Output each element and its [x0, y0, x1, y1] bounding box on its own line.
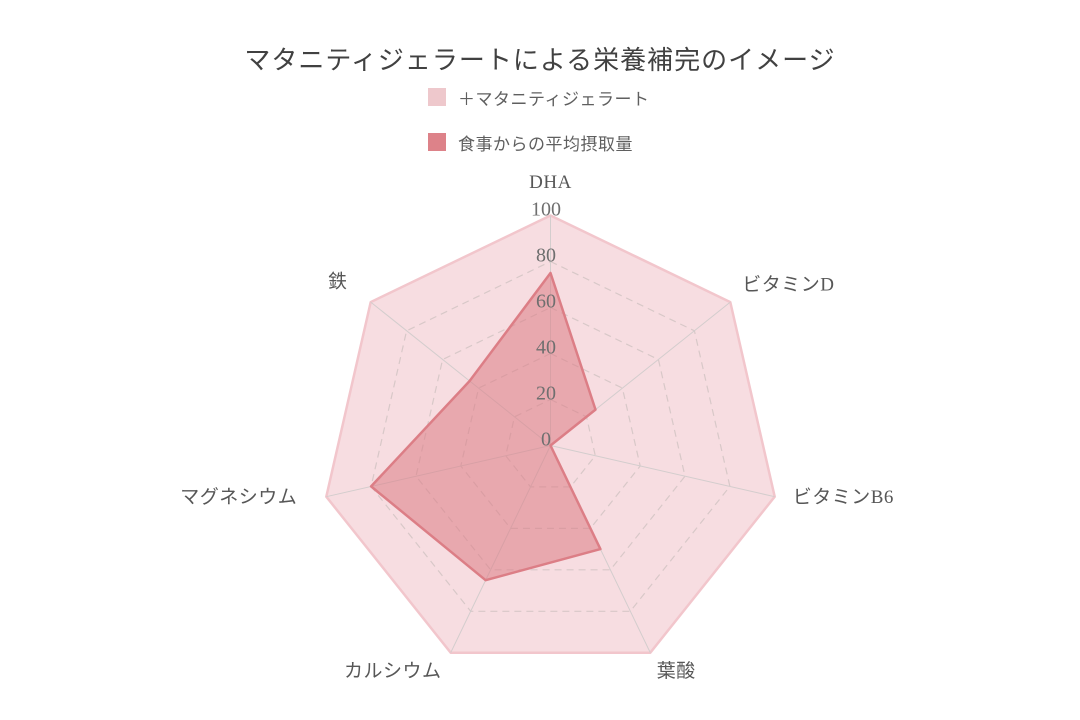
tick-label: 60 [536, 291, 556, 313]
legend-swatch-diet [428, 133, 446, 151]
chart-title: マタニティジェラートによる栄養補完のイメージ [244, 46, 836, 75]
legend-item-gelato: ＋マタニティジェラート [428, 88, 649, 109]
tick-label: 40 [536, 337, 556, 359]
legend-label-gelato: ＋マタニティジェラート [458, 89, 650, 109]
legend-item-diet: 食事からの平均摂取量 [428, 133, 649, 154]
tick-label: 100 [531, 199, 561, 221]
tick-label: 80 [536, 245, 556, 267]
grid-ring [415, 306, 686, 571]
tick-label: 20 [536, 383, 556, 405]
axis-label-4: 葉酸 [657, 660, 696, 682]
axis-label-3: ビタミンB6 [793, 486, 894, 508]
chart-legend: ＋マタニティジェラート 食事からの平均摂取量 [428, 88, 649, 154]
series-area-diet [369, 271, 602, 582]
axis-label-7: 鉄 [328, 271, 348, 293]
axis-label-2: ビタミンD [742, 274, 834, 296]
legend-label-diet: 食事からの平均摂取量 [458, 134, 633, 154]
axis-label-1: DHA [529, 172, 572, 193]
grid-ring [370, 260, 731, 612]
axis-label-6: マグネシウム [180, 486, 297, 508]
axis-label-5: カルシウム [344, 661, 442, 682]
axis-line [550, 445, 775, 498]
tick-label: 0 [541, 429, 551, 451]
legend-swatch-gelato [428, 88, 446, 106]
